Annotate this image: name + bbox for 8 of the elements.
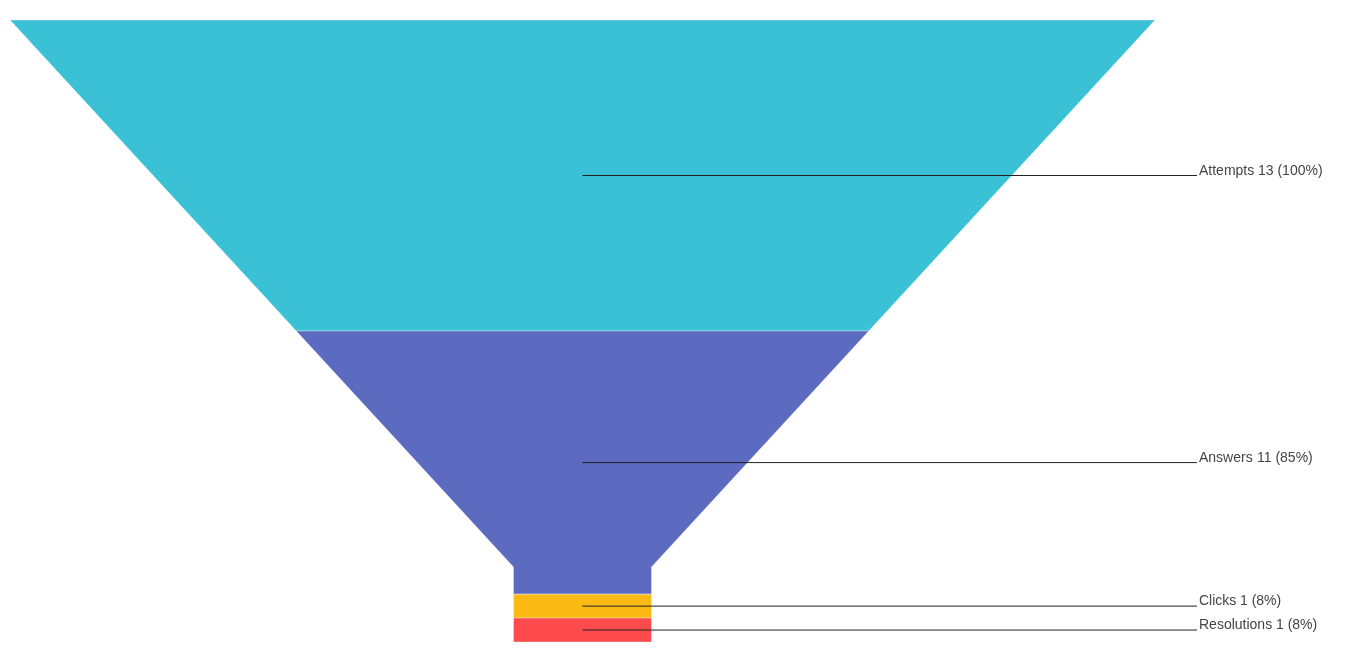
data-label: 1 (8%) [1276,616,1318,632]
data-label: 11 (85%) [1257,449,1313,465]
category-label: Answers [1199,449,1253,465]
category-label: Resolutions [1199,616,1273,632]
category-label: Clicks [1199,592,1237,608]
data-label: 1 (8%) [1240,592,1282,608]
category-label: Attempts [1199,162,1255,178]
data-label: 13 (100%) [1258,162,1323,178]
